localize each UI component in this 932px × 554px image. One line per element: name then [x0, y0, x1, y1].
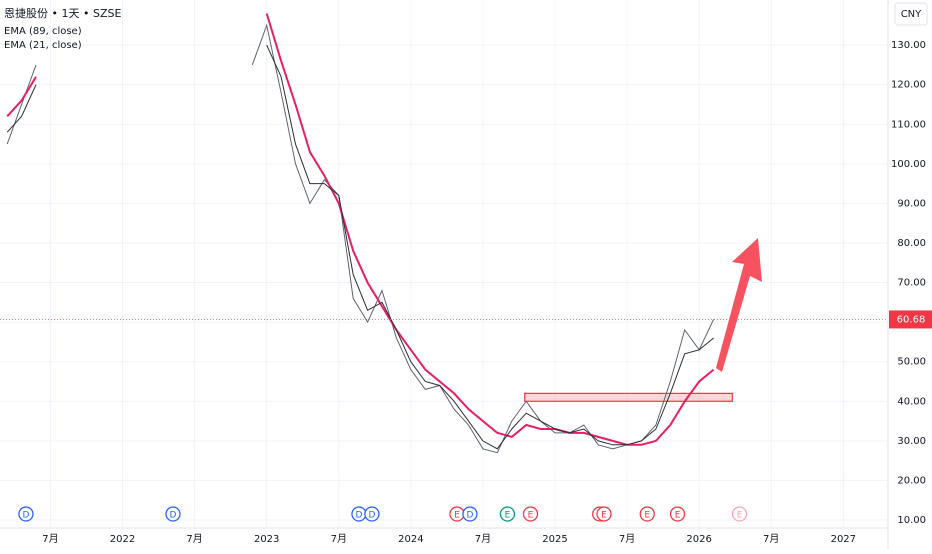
series-line: [6, 44, 714, 450]
x-tick-label: 7月: [186, 533, 202, 545]
event-marker: [731, 506, 748, 522]
y-tick-label: 120.00: [891, 80, 926, 91]
event-marker: [462, 506, 478, 522]
y-tick-label: 30.00: [897, 436, 926, 447]
x-tick-label: 2026: [686, 534, 711, 545]
event-label: E: [528, 511, 534, 521]
event-label: D: [466, 511, 473, 521]
last-price-box: [889, 310, 932, 329]
event-marker: [364, 506, 380, 522]
event-label: D: [170, 511, 177, 521]
x-tick-label: 7月: [331, 533, 347, 545]
event-label: E: [454, 511, 460, 521]
event-label: D: [22, 511, 29, 521]
event-label: E: [644, 511, 650, 521]
plot-area: DDDDEDEEEEEEE: [0, 0, 888, 528]
y-tick-label: 50.00: [897, 357, 926, 368]
event-marker: [639, 506, 655, 522]
support-zone: [524, 392, 733, 402]
event-marker: [18, 506, 34, 522]
event-label: D: [355, 511, 362, 521]
trend-arrow: [716, 238, 762, 372]
currency-box[interactable]: [894, 2, 928, 26]
y-tick-label: 110.00: [891, 119, 926, 130]
currency[interactable]: CNY: [901, 9, 922, 20]
event-label: E: [737, 511, 743, 521]
y-tick-label: 70.00: [897, 278, 926, 289]
x-tick-label: 7月: [475, 533, 491, 545]
event-marker: [522, 506, 539, 522]
x-tick-label: 2025: [542, 534, 567, 545]
y-tick-label: 90.00: [897, 198, 926, 209]
event-marker: [596, 506, 612, 522]
event-label: E: [675, 511, 681, 521]
x-tick-label: 2022: [110, 534, 135, 545]
x-tick-label: 7月: [619, 533, 635, 545]
x-tick-label: 7月: [42, 533, 58, 545]
event-marker: [165, 506, 181, 522]
last-price-label: 60.68: [897, 314, 926, 325]
event-marker: [499, 506, 516, 522]
y-tick-label: 10.00: [897, 515, 926, 526]
event-label: E: [505, 511, 511, 521]
legend-entry: EMA (21, close): [4, 40, 82, 51]
y-tick-label: 100.00: [891, 159, 926, 170]
event-label: E: [601, 511, 607, 521]
event-marker: [669, 506, 686, 522]
y-tick-label: 130.00: [891, 40, 926, 51]
legend-entry: EMA (89, close): [4, 26, 82, 37]
x-tick-label: 2024: [398, 534, 423, 545]
chart-title: 恩捷股份 • 1天 • SZSE: [4, 6, 121, 20]
event-label: D: [368, 511, 375, 521]
x-tick-label: 7月: [763, 533, 779, 545]
x-tick-label: 2027: [831, 534, 856, 545]
y-tick-label: 20.00: [897, 475, 926, 486]
y-tick-label: 80.00: [897, 238, 926, 249]
y-tick-label: 40.00: [897, 396, 926, 407]
x-tick-label: 2023: [254, 534, 279, 545]
